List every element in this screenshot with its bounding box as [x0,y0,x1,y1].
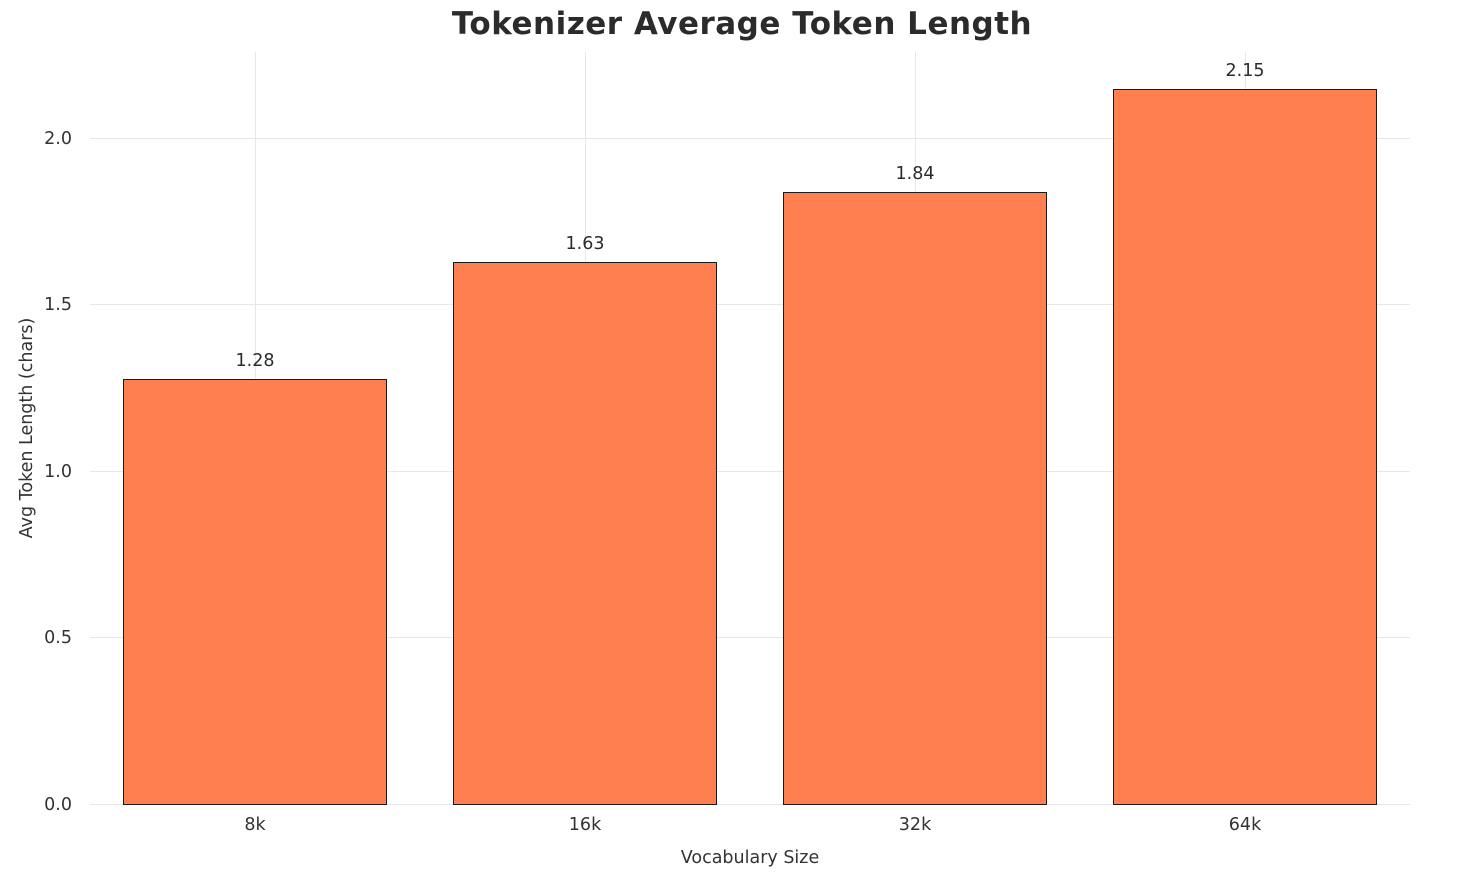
x-tick-label: 64k [1228,815,1262,835]
x-tick-label: 32k [898,815,932,835]
y-tick-label: 1.5 [44,295,72,316]
x-axis-tick-labels: 8k 16k 32k 64k [90,815,1410,835]
y-tick-label: 2.0 [44,128,72,149]
gridline-horizontal [90,470,1410,472]
bars-container: 1.28 1.63 1.84 2.15 [90,52,1410,805]
chart-title: Tokenizer Average Token Length [451,6,1033,42]
y-tick-label: 0.5 [44,628,72,649]
x-tick-label: 8k [244,815,266,835]
gridline-horizontal [90,804,1410,805]
y-axis-tick-labels: 0.0 0.5 1.0 1.5 2.0 [0,52,82,815]
bar-cell-8k: 1.28 [90,52,420,805]
x-axis-label: Vocabulary Size [680,848,820,868]
bar-value-label: 1.63 [565,233,605,254]
y-tick-label: 0.0 [44,795,72,815]
gridline-horizontal [90,137,1410,139]
bar-value-label: 2.15 [1225,60,1265,81]
bar-value-label: 1.84 [895,163,935,184]
gridline-horizontal [90,637,1410,639]
bar-64k: 2.15 [1113,61,1377,805]
bar-cell-64k: 2.15 [1080,52,1410,805]
bar-cell-32k: 1.84 [750,52,1080,805]
bar-32k: 1.84 [783,164,1047,805]
gridline-horizontal [90,304,1410,306]
x-tick-label: 16k [568,815,602,835]
bar-16k: 1.63 [453,234,717,805]
bar-value-label: 1.28 [235,350,275,371]
plot-area: 1.28 1.63 1.84 2.15 [90,52,1410,805]
bar-8k: 1.28 [123,351,387,805]
y-tick-label: 1.0 [44,461,72,482]
bar-cell-16k: 1.63 [420,52,750,805]
